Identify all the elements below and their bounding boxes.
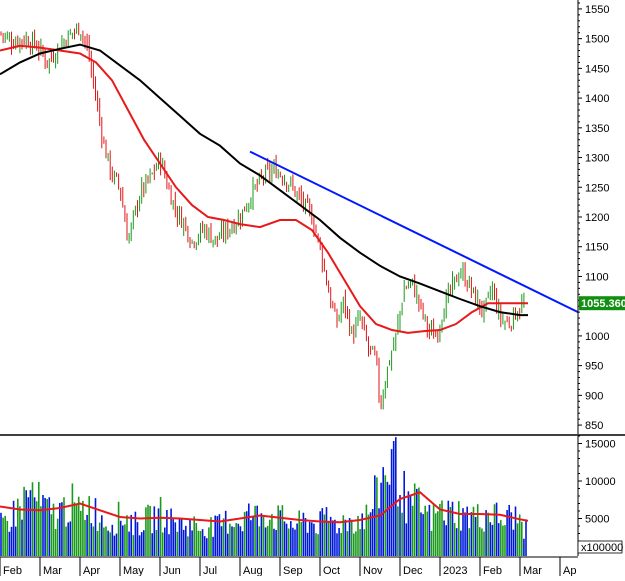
- price-panel: 8509009501000105011001150120012501300135…: [0, 0, 625, 436]
- price-tick-label: 900: [585, 390, 603, 402]
- x-tick-label: Feb: [3, 565, 22, 576]
- x-tick-label: Jun: [163, 565, 181, 576]
- price-tick-label: 1350: [585, 123, 609, 135]
- volume-unit-box: [577, 540, 623, 554]
- x-tick-label: Mar: [523, 565, 542, 576]
- volume-axis: 5000 10000 15000: [577, 435, 616, 556]
- x-tick-label: Sep: [283, 565, 303, 576]
- volume-panel: 5000 10000 15000 x100000: [0, 435, 623, 558]
- last-price-tag: [579, 296, 625, 311]
- price-axis: 8509009501000105011001150120012501300135…: [577, 0, 609, 434]
- x-tick-label: Dec: [403, 565, 423, 576]
- x-tick-label: 2023: [443, 565, 467, 576]
- x-tick-label: Mar: [43, 565, 62, 576]
- price-tick-label: 1450: [585, 63, 609, 75]
- price-tick-label: 950: [585, 361, 603, 373]
- volume-ma-line: [0, 491, 529, 524]
- volume-tick-label: 5000: [585, 514, 609, 526]
- volume-tick-label: 15000: [585, 439, 616, 451]
- price-tick-label: 1150: [585, 242, 609, 254]
- overlay-line-0: [0, 44, 528, 334]
- x-tick-label: Aug: [243, 565, 263, 576]
- price-tick-label: 1500: [585, 34, 609, 46]
- price-plot-area: [0, 0, 578, 434]
- overlay-line-2: [249, 150, 579, 313]
- x-tick-label: Oct: [323, 565, 340, 576]
- x-tick-label: Feb: [483, 565, 502, 576]
- price-tick-label: 850: [585, 420, 603, 432]
- price-tick-label: 1250: [585, 182, 609, 194]
- volume-tick-label: 10000: [585, 476, 616, 488]
- x-axis: Feb Mar Apr May Jun Jul Aug Sep Oct Nov Dec 2023 Feb…: [0, 557, 576, 577]
- last-price-label: 1055.360: [581, 298, 625, 310]
- x-tick-label: Jul: [203, 565, 217, 576]
- volume-bars: [0, 437, 527, 556]
- price-tick-label: 1550: [585, 4, 609, 16]
- price-tick-label: 1000: [585, 331, 609, 343]
- overlay-line-1: [0, 43, 528, 317]
- price-tick-label: 1300: [585, 153, 609, 165]
- x-tick-label: May: [123, 565, 144, 576]
- x-tick-label: Nov: [363, 565, 383, 576]
- price-tick-label: 1200: [585, 212, 609, 224]
- x-tick-label: Apr: [83, 565, 100, 576]
- volume-unit-label: x100000: [581, 542, 623, 554]
- x-tick-label: Ap: [563, 565, 576, 576]
- price-tick-label: 1100: [585, 271, 609, 283]
- price-tick-label: 1400: [585, 93, 609, 105]
